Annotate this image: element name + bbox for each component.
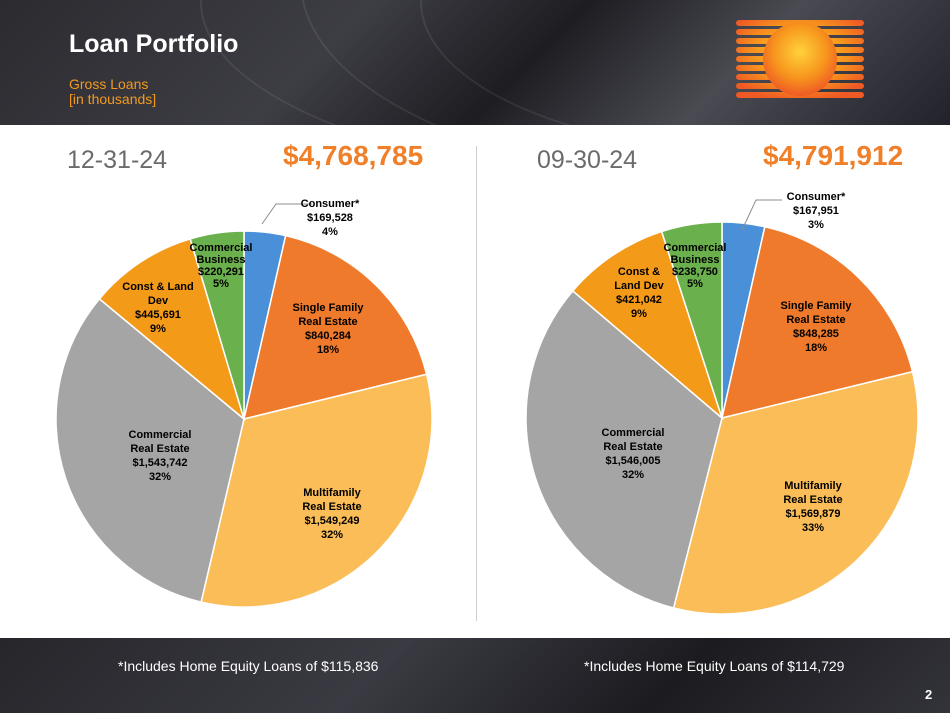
leader-line-consumer <box>741 199 782 231</box>
pie-charts: Consumer* $169,528 4% Single Family Real Est… <box>55 191 919 615</box>
date-label-right: 09-30-24 <box>537 146 638 174</box>
page-number: 2 <box>925 687 933 702</box>
pie-slice-single-family <box>721 225 914 420</box>
slice-label-consumer: Consumer* $167,951 3% <box>787 191 846 231</box>
slice-label-multifamily: Multifamily Real Estate $1,549,249 32% <box>302 487 361 541</box>
slice-label-single-family: Single Family Real Estate $848,285 18% <box>781 300 853 354</box>
pie-slice-multifamily <box>672 370 919 615</box>
slice-label-multifamily: Multifamily Real Estate $1,569,879 33% <box>783 480 842 534</box>
footer-bar <box>0 638 950 713</box>
pie-chart-left: Consumer* $169,528 4% Single Family Real Est… <box>55 198 433 608</box>
slice-label-single-family: Single Family Real Estate $840,284 18% <box>293 302 365 356</box>
slice-label-commercial-re: Commercial Real Estate $1,546,005 32% <box>602 427 665 481</box>
page-subtitle: Gross Loans [in thousands] <box>69 76 157 107</box>
pie-slice-const-land <box>98 237 246 422</box>
pie-slice-single-family <box>242 234 428 421</box>
slice-label-commercial-re: Commercial Real Estate $1,543,742 32% <box>129 429 192 483</box>
date-label-left: 12-31-24 <box>67 146 168 174</box>
pie-slice-const-land <box>571 230 724 421</box>
footnote-left: *Includes Home Equity Loans of $115,836 <box>118 658 379 674</box>
slice-label-commercial-business: Commercial Business $220,291 5% <box>190 242 253 290</box>
slice-label-const-land: Const & Land Dev $445,691 9% <box>122 281 194 335</box>
pie-chart-right: Consumer* $167,951 3% Single Family Real Est… <box>525 191 919 615</box>
pie-slice-commercial-business <box>189 230 245 420</box>
slice-label-consumer: Consumer* $169,528 4% <box>301 198 360 238</box>
footnote-right: *Includes Home Equity Loans of $114,729 <box>584 658 845 674</box>
pie-slice-commercial-re <box>55 297 245 603</box>
pie-slice-commercial-re <box>525 289 723 609</box>
slice-label-commercial-business: Commercial Business $238,750 5% <box>664 242 727 290</box>
slice-label-const-land: Const & Land Dev $421,042 9% <box>614 266 664 320</box>
pie-slice-multifamily <box>200 373 433 608</box>
page-title: Loan Portfolio <box>69 30 239 58</box>
total-right: $4,791,912 <box>763 140 904 171</box>
company-logo <box>736 20 864 98</box>
leader-line-consumer <box>261 203 312 225</box>
pie-slice-commercial-business <box>660 221 723 419</box>
chart-divider <box>476 146 477 621</box>
total-left: $4,768,785 <box>283 140 424 171</box>
